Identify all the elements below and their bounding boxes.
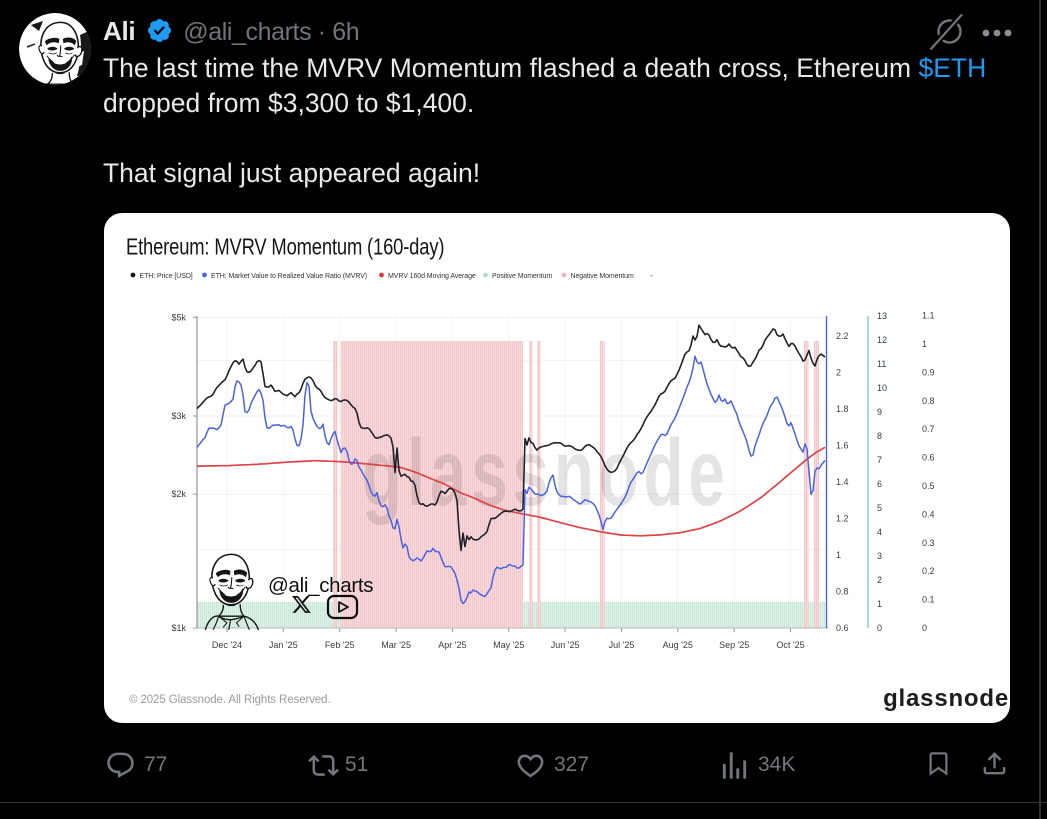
svg-text:11: 11 bbox=[877, 359, 886, 369]
svg-text:glassnode: glassnode bbox=[883, 685, 1009, 712]
svg-text:0.3: 0.3 bbox=[922, 538, 935, 548]
svg-text:0.6: 0.6 bbox=[836, 623, 849, 633]
svg-text:8: 8 bbox=[877, 431, 882, 441]
svg-text:9: 9 bbox=[877, 407, 882, 417]
svg-text:6: 6 bbox=[877, 479, 882, 489]
svg-text:2.2: 2.2 bbox=[836, 331, 849, 341]
svg-text:Apr '25: Apr '25 bbox=[438, 640, 466, 650]
svg-text:1: 1 bbox=[836, 550, 841, 560]
svg-text:Ethereum: MVRV Momentum (160-d: Ethereum: MVRV Momentum (160-day) bbox=[126, 235, 444, 260]
svg-text:13: 13 bbox=[877, 311, 887, 321]
svg-text:Aug '25: Aug '25 bbox=[663, 640, 693, 650]
svg-text:4: 4 bbox=[877, 527, 882, 537]
svg-text:1.6: 1.6 bbox=[836, 441, 849, 451]
svg-text:May '25: May '25 bbox=[493, 640, 524, 650]
svg-text:-: - bbox=[650, 271, 653, 280]
svg-text:ETH: Market Value to Realized: ETH: Market Value to Realized Value Rati… bbox=[211, 273, 367, 280]
svg-text:Dec '24: Dec '24 bbox=[212, 640, 242, 650]
svg-text:$3k: $3k bbox=[171, 411, 186, 421]
svg-text:5: 5 bbox=[877, 503, 882, 513]
svg-text:0.6: 0.6 bbox=[922, 453, 935, 463]
svg-text:2: 2 bbox=[836, 368, 841, 378]
svg-text:$5k: $5k bbox=[171, 312, 186, 322]
svg-text:2: 2 bbox=[877, 575, 882, 585]
svg-text:MVRV 160d Moving Average: MVRV 160d Moving Average bbox=[388, 273, 476, 280]
svg-text:Mar '25: Mar '25 bbox=[381, 640, 411, 650]
svg-text:Jan '25: Jan '25 bbox=[269, 640, 298, 650]
svg-text:0.2: 0.2 bbox=[922, 566, 935, 576]
svg-text:ETH: Price [USD]: ETH: Price [USD] bbox=[140, 273, 193, 280]
svg-text:0.7: 0.7 bbox=[922, 424, 935, 434]
svg-text:Sep '25: Sep '25 bbox=[719, 640, 749, 650]
svg-text:0: 0 bbox=[922, 623, 927, 633]
svg-text:Jun '25: Jun '25 bbox=[551, 640, 580, 650]
svg-text:1.2: 1.2 bbox=[836, 514, 849, 524]
svg-text:1.8: 1.8 bbox=[836, 404, 849, 414]
svg-text:$2k: $2k bbox=[171, 489, 186, 499]
svg-text:Jul '25: Jul '25 bbox=[609, 640, 635, 650]
svg-text:0.8: 0.8 bbox=[922, 396, 935, 406]
svg-text:Oct '25: Oct '25 bbox=[776, 640, 804, 650]
svg-text:10: 10 bbox=[877, 383, 887, 393]
svg-text:0: 0 bbox=[877, 623, 882, 633]
svg-text:Feb '25: Feb '25 bbox=[325, 640, 355, 650]
svg-text:$1k: $1k bbox=[171, 623, 186, 633]
svg-text:0.1: 0.1 bbox=[922, 595, 935, 605]
svg-text:0.9: 0.9 bbox=[922, 367, 935, 377]
svg-text:glassnode: glassnode bbox=[362, 420, 730, 526]
svg-text:1: 1 bbox=[877, 599, 882, 609]
svg-text:@ali_charts: @ali_charts bbox=[268, 574, 373, 597]
svg-text:1: 1 bbox=[922, 339, 927, 349]
svg-text:1.1: 1.1 bbox=[922, 311, 935, 321]
svg-text:© 2025 Glassnode. All Rights R: © 2025 Glassnode. All Rights Reserved. bbox=[129, 694, 331, 706]
svg-text:0.8: 0.8 bbox=[836, 587, 849, 597]
svg-text:7: 7 bbox=[877, 455, 882, 465]
svg-text:12: 12 bbox=[877, 335, 887, 345]
svg-text:0.5: 0.5 bbox=[922, 481, 935, 491]
svg-text:0.4: 0.4 bbox=[922, 509, 935, 519]
svg-text:Negative Momentum: Negative Momentum bbox=[571, 273, 634, 280]
svg-text:3: 3 bbox=[877, 551, 882, 561]
svg-text:Positive Momentum: Positive Momentum bbox=[492, 273, 552, 280]
svg-text:1.4: 1.4 bbox=[836, 477, 849, 487]
